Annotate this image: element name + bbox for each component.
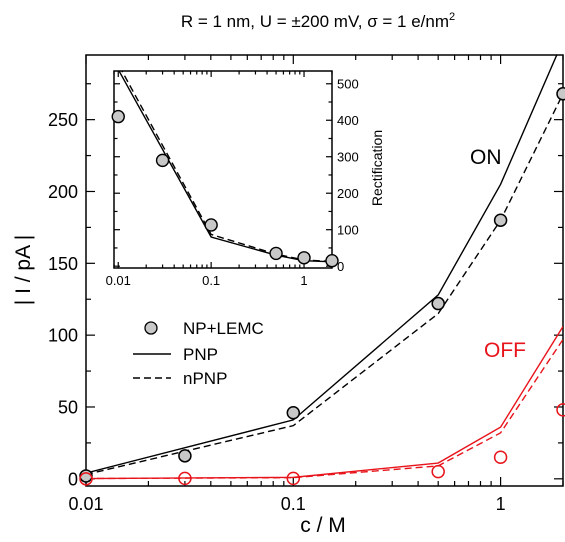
on-data-point (431, 296, 445, 311)
off-data-point (79, 472, 93, 486)
off-data-point (556, 403, 565, 417)
data-point (155, 153, 170, 168)
chart-title: R = 1 nm, U = ±200 mV, σ = 1 e/nm2 (181, 11, 455, 31)
on-npnp-line (86, 93, 563, 476)
data-point (325, 254, 339, 268)
x-tick-label: 0.1 (202, 273, 220, 288)
y-tick-label: 100 (337, 222, 359, 237)
inset-background (114, 71, 332, 268)
main-plot-frame (85, 54, 564, 487)
y-tick-label: 500 (337, 76, 359, 91)
x-tick-label: 1 (496, 494, 506, 514)
legend-label-npnp: nPNP (183, 369, 227, 388)
inset-x-axis: 0.01 0.1 1 (106, 71, 333, 288)
legend-label-np-lemc: NP+LEMC (183, 319, 264, 338)
y-tick-label: 0 (68, 469, 78, 489)
main-x-axis: 0.01 0.1 1 (68, 55, 564, 514)
x-tick-label: 0.01 (106, 273, 131, 288)
chart-title-main: R = 1 nm, U = ±200 mV, σ = 1 e/nm (181, 12, 449, 31)
y-tick-label: 200 (337, 186, 359, 201)
y-tick-label: 200 (48, 182, 78, 202)
inset-plot: 0.01 0.1 1 0 100 200 300 400 500 Rectification (106, 70, 385, 288)
y-tick-label: 100 (48, 326, 78, 346)
y-tick-label: 150 (48, 254, 78, 274)
main-y-axis: 0 50 100 150 200 250 (48, 83, 563, 489)
y-tick-label: 250 (48, 110, 78, 130)
on-pnp-line (86, 55, 558, 474)
x-tick-label: 1 (300, 273, 307, 288)
on-data-point (286, 405, 301, 420)
annotation-on: ON (470, 146, 502, 169)
on-data-point (79, 469, 93, 483)
off-data-point (178, 471, 192, 486)
inset-markers (111, 109, 339, 268)
main-markers (79, 87, 565, 486)
inset-plot-frame (113, 70, 333, 269)
data-point (269, 246, 283, 261)
main-plot: 0.01 0.1 1 0 50 100 150 200 250 c / M | I / pA … (12, 54, 565, 537)
data-point (111, 109, 125, 124)
on-data-point (178, 449, 192, 463)
legend-marker-np-lemc (144, 321, 158, 335)
legend: NP+LEMC PNP nPNP (133, 319, 264, 388)
y-tick-label: 300 (337, 149, 359, 164)
x-axis-label: c / M (300, 514, 346, 537)
off-data-point (431, 464, 445, 479)
inset-y-axis-label: Rectification (369, 130, 385, 206)
inset-y-axis: 0 100 200 300 400 500 (114, 76, 359, 274)
data-point (297, 251, 311, 265)
data-point (204, 218, 218, 232)
annotation-off: OFF (484, 339, 526, 362)
off-data-point (286, 471, 301, 486)
off-data-point (493, 450, 508, 465)
chart-title-superscript: 2 (449, 11, 455, 23)
legend-label-pnp: PNP (183, 345, 218, 364)
x-tick-label: 0.1 (281, 494, 306, 514)
x-tick-label: 0.01 (68, 494, 103, 514)
on-data-point (556, 87, 565, 101)
y-tick-label: 0 (337, 259, 344, 274)
y-axis-label: | I / pA | (12, 235, 35, 305)
y-tick-label: 400 (337, 113, 359, 128)
on-data-point (493, 213, 508, 227)
y-tick-label: 50 (58, 397, 78, 417)
